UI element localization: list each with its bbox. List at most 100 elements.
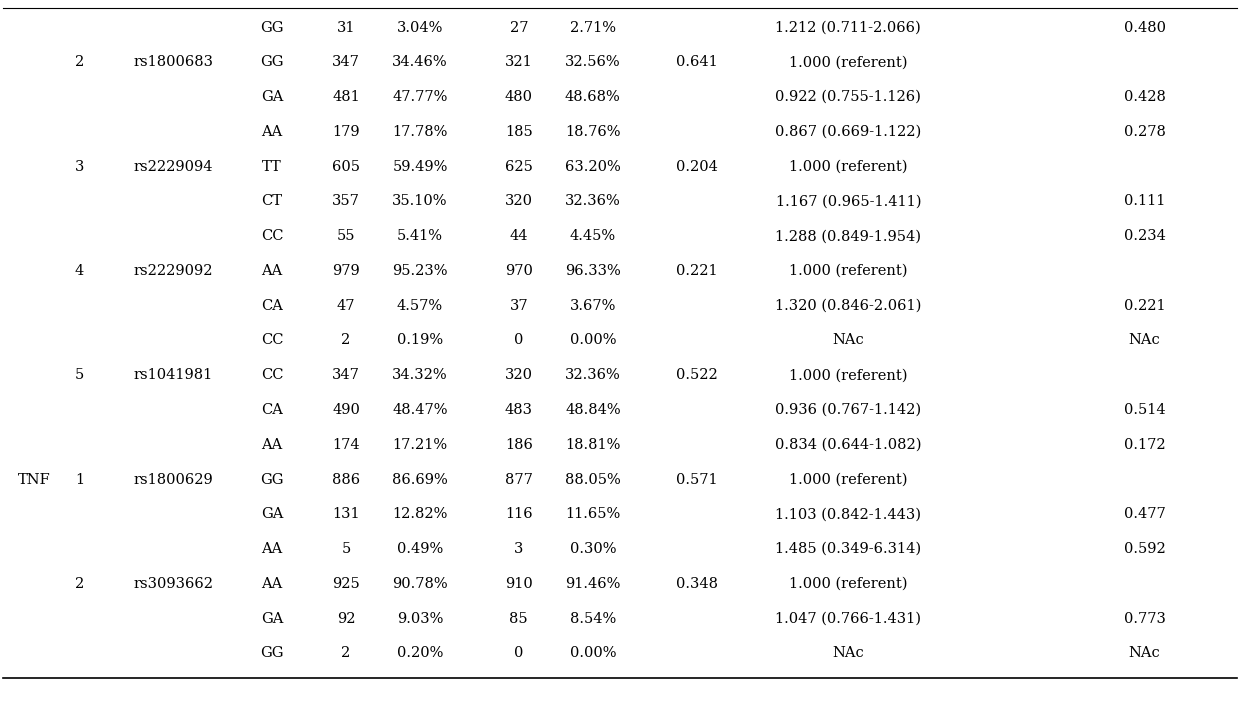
Text: 0.867 (0.669-1.122): 0.867 (0.669-1.122)	[775, 125, 921, 139]
Text: 0.522: 0.522	[676, 368, 718, 382]
Text: 0.19%: 0.19%	[397, 333, 443, 348]
Text: 17.21%: 17.21%	[392, 438, 448, 452]
Text: 347: 347	[332, 368, 360, 382]
Text: 18.76%: 18.76%	[565, 125, 620, 139]
Text: 320: 320	[505, 368, 533, 382]
Text: 347: 347	[332, 55, 360, 70]
Text: 11.65%: 11.65%	[565, 508, 620, 521]
Text: 47.77%: 47.77%	[392, 90, 448, 104]
Text: 1.167 (0.965-1.411): 1.167 (0.965-1.411)	[776, 195, 921, 208]
Text: 481: 481	[332, 90, 360, 104]
Text: 5: 5	[341, 542, 351, 556]
Text: 3.67%: 3.67%	[569, 299, 616, 313]
Text: 116: 116	[505, 508, 533, 521]
Text: AA: AA	[262, 264, 283, 278]
Text: 2: 2	[341, 646, 351, 661]
Text: 0.773: 0.773	[1123, 612, 1166, 625]
Text: CC: CC	[260, 229, 283, 243]
Text: 0: 0	[515, 333, 523, 348]
Text: GG: GG	[260, 21, 284, 34]
Text: 185: 185	[505, 125, 533, 139]
Text: 12.82%: 12.82%	[392, 508, 448, 521]
Text: 91.46%: 91.46%	[565, 577, 620, 591]
Text: 0.221: 0.221	[1123, 299, 1166, 313]
Text: 32.36%: 32.36%	[565, 368, 621, 382]
Text: 483: 483	[505, 403, 533, 417]
Text: 0.834 (0.644-1.082): 0.834 (0.644-1.082)	[775, 438, 921, 452]
Text: 480: 480	[505, 90, 533, 104]
Text: 0.936 (0.767-1.142): 0.936 (0.767-1.142)	[775, 403, 921, 417]
Text: 1.000 (referent): 1.000 (referent)	[789, 159, 908, 174]
Text: 0: 0	[515, 646, 523, 661]
Text: 27: 27	[510, 21, 528, 34]
Text: 0.428: 0.428	[1123, 90, 1166, 104]
Text: 5: 5	[74, 368, 84, 382]
Text: 0.111: 0.111	[1123, 195, 1166, 208]
Text: 0.480: 0.480	[1123, 21, 1166, 34]
Text: 2: 2	[74, 55, 84, 70]
Text: 0.00%: 0.00%	[569, 333, 616, 348]
Text: 970: 970	[505, 264, 533, 278]
Text: 8.54%: 8.54%	[569, 612, 616, 625]
Text: 9.03%: 9.03%	[397, 612, 443, 625]
Text: 3: 3	[74, 159, 84, 174]
Text: 88.05%: 88.05%	[565, 472, 621, 487]
Text: 910: 910	[505, 577, 533, 591]
Text: 625: 625	[505, 159, 533, 174]
Text: NAc: NAc	[1128, 333, 1161, 348]
Text: 3: 3	[515, 542, 523, 556]
Text: 48.68%: 48.68%	[565, 90, 621, 104]
Text: 5.41%: 5.41%	[397, 229, 443, 243]
Text: GG: GG	[260, 646, 284, 661]
Text: 96.33%: 96.33%	[565, 264, 621, 278]
Text: NAc: NAc	[832, 646, 864, 661]
Text: AA: AA	[262, 542, 283, 556]
Text: 0.00%: 0.00%	[569, 646, 616, 661]
Text: 1.000 (referent): 1.000 (referent)	[789, 264, 908, 278]
Text: 605: 605	[332, 159, 360, 174]
Text: 3.04%: 3.04%	[397, 21, 443, 34]
Text: 0.20%: 0.20%	[397, 646, 443, 661]
Text: GA: GA	[260, 90, 283, 104]
Text: 31: 31	[337, 21, 355, 34]
Text: 92: 92	[337, 612, 355, 625]
Text: 0.514: 0.514	[1123, 403, 1166, 417]
Text: CT: CT	[262, 195, 283, 208]
Text: GA: GA	[260, 508, 283, 521]
Text: rs1041981: rs1041981	[134, 368, 213, 382]
Text: 32.36%: 32.36%	[565, 195, 621, 208]
Text: AA: AA	[262, 438, 283, 452]
Text: 55: 55	[337, 229, 355, 243]
Text: rs3093662: rs3093662	[133, 577, 213, 591]
Text: 0.477: 0.477	[1123, 508, 1166, 521]
Text: CA: CA	[260, 299, 283, 313]
Text: 877: 877	[505, 472, 533, 487]
Text: 0.234: 0.234	[1123, 229, 1166, 243]
Text: 90.78%: 90.78%	[392, 577, 448, 591]
Text: 4: 4	[74, 264, 84, 278]
Text: 0.641: 0.641	[676, 55, 718, 70]
Text: 1: 1	[74, 472, 84, 487]
Text: 37: 37	[510, 299, 528, 313]
Text: 18.81%: 18.81%	[565, 438, 620, 452]
Text: 48.47%: 48.47%	[392, 403, 448, 417]
Text: 0.49%: 0.49%	[397, 542, 443, 556]
Text: CC: CC	[260, 368, 283, 382]
Text: rs2229092: rs2229092	[134, 264, 213, 278]
Text: 0.30%: 0.30%	[569, 542, 616, 556]
Text: 1.000 (referent): 1.000 (referent)	[789, 368, 908, 382]
Text: rs2229094: rs2229094	[134, 159, 213, 174]
Text: 59.49%: 59.49%	[392, 159, 448, 174]
Text: GG: GG	[260, 55, 284, 70]
Text: NAc: NAc	[1128, 646, 1161, 661]
Text: 2: 2	[341, 333, 351, 348]
Text: 0.571: 0.571	[676, 472, 718, 487]
Text: 186: 186	[505, 438, 533, 452]
Text: 48.84%: 48.84%	[565, 403, 621, 417]
Text: 0.348: 0.348	[676, 577, 718, 591]
Text: 2: 2	[74, 577, 84, 591]
Text: 32.56%: 32.56%	[565, 55, 621, 70]
Text: 321: 321	[505, 55, 533, 70]
Text: GA: GA	[260, 612, 283, 625]
Text: 4.45%: 4.45%	[569, 229, 616, 243]
